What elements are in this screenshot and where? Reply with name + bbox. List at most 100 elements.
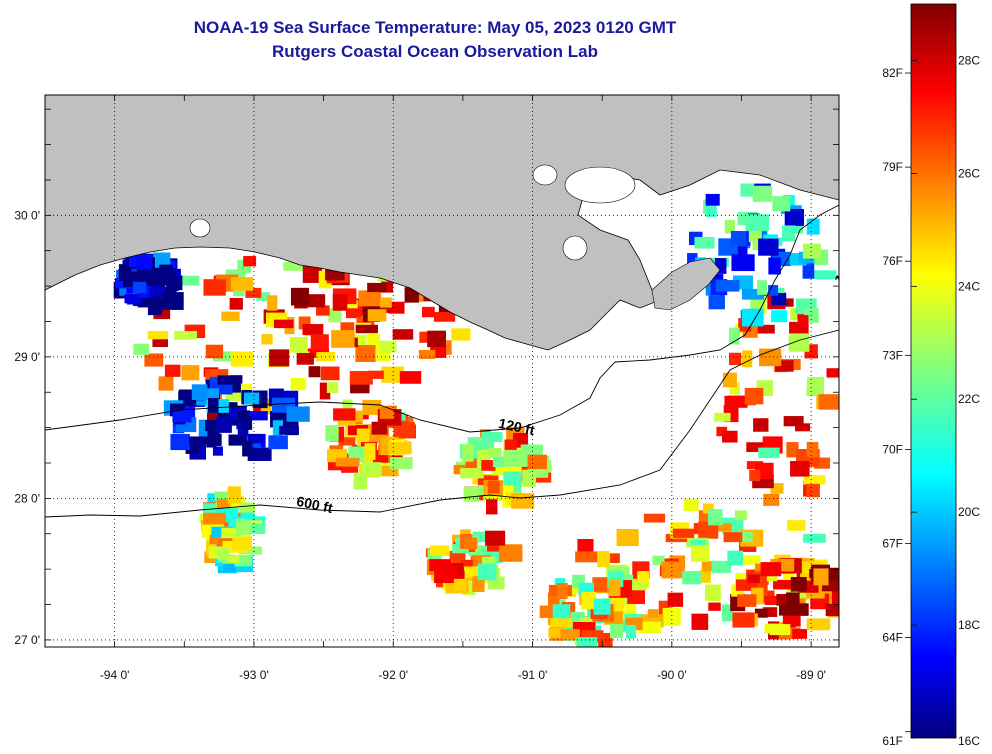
sst-patch xyxy=(698,521,719,539)
sst-patch xyxy=(333,408,356,421)
sst-patch xyxy=(319,382,331,400)
sst-patch xyxy=(216,416,232,433)
sst-patch xyxy=(552,604,571,621)
sst-patch xyxy=(803,475,826,485)
lon-tick-label: -92 0' xyxy=(378,668,408,682)
sst-patch xyxy=(690,545,710,562)
sst-patch xyxy=(487,480,500,494)
sst-patch xyxy=(729,327,740,345)
sst-patch xyxy=(472,576,485,592)
sst-patch xyxy=(207,397,219,413)
sst-patch xyxy=(705,584,721,602)
sst-patch xyxy=(261,334,273,345)
sst-patch xyxy=(609,623,624,639)
sst-patch xyxy=(212,446,223,456)
sst-patch xyxy=(699,569,711,583)
sst-patch xyxy=(449,570,465,581)
lat-tick-label: 28 0' xyxy=(14,491,40,505)
lon-tick-label: -94 0' xyxy=(100,668,130,682)
sst-patch xyxy=(325,425,339,442)
sst-patch xyxy=(340,322,355,333)
sst-patch xyxy=(332,294,348,311)
sst-patch xyxy=(806,377,824,395)
sst-patch xyxy=(714,412,731,422)
sst-patch xyxy=(539,605,556,618)
sst-patch xyxy=(825,603,839,617)
sst-patch xyxy=(205,419,221,432)
sst-patch xyxy=(730,246,748,255)
sst-patch xyxy=(592,577,608,592)
sst-patch xyxy=(789,321,809,334)
sst-patch xyxy=(355,324,378,334)
sst-patch xyxy=(242,523,265,533)
sst-patch xyxy=(337,417,356,426)
sst-patch xyxy=(826,368,839,378)
sst-patch xyxy=(147,297,163,316)
sst-patch xyxy=(527,454,547,470)
sst-patch xyxy=(694,236,715,249)
sst-patch xyxy=(135,255,152,270)
fahrenheit-label: 73F xyxy=(882,348,903,362)
bay-lake-2 xyxy=(532,164,558,186)
sst-patch xyxy=(782,613,801,627)
fahrenheit-label: 61F xyxy=(882,734,903,748)
sst-patch xyxy=(577,538,594,554)
sst-patch xyxy=(248,411,268,421)
sst-patch xyxy=(764,595,778,606)
sst-patch xyxy=(740,183,754,197)
sst-patch xyxy=(242,440,253,457)
bathymetry-600ft xyxy=(45,329,839,518)
sst-patch xyxy=(389,457,413,470)
sst-patch xyxy=(159,264,173,274)
sst-patch xyxy=(831,589,839,607)
sst-patch xyxy=(256,292,270,301)
sst-patch xyxy=(624,604,637,618)
river-delta-lobe xyxy=(651,257,721,311)
sst-patch xyxy=(723,532,743,543)
sst-patch xyxy=(236,519,252,536)
sst-patch xyxy=(597,551,610,568)
lon-tick-label: -91 0' xyxy=(518,668,548,682)
sst-patch xyxy=(316,305,330,316)
sst-patch xyxy=(164,364,181,377)
sst-patch xyxy=(802,243,822,259)
sst-patch xyxy=(662,607,681,626)
sst-patch xyxy=(813,270,837,280)
sst-patch xyxy=(463,486,480,502)
sst-patch xyxy=(209,534,222,545)
sst-patch xyxy=(379,340,397,353)
sst-patch xyxy=(358,410,369,420)
sst-patch xyxy=(576,637,598,647)
sst-patch xyxy=(189,436,207,445)
celsius-label: 20C xyxy=(958,505,980,519)
sst-patch xyxy=(460,468,484,479)
sst-patch xyxy=(481,556,497,569)
sst-patch xyxy=(430,545,450,556)
fahrenheit-label: 70F xyxy=(882,442,903,456)
sst-patch xyxy=(724,219,735,234)
sst-patch xyxy=(462,443,474,462)
sst-patch xyxy=(768,285,779,296)
sst-patch xyxy=(690,540,706,550)
bay-lake xyxy=(564,166,636,204)
sst-patch xyxy=(806,618,831,631)
sst-patch xyxy=(367,309,387,322)
sst-patch xyxy=(716,426,728,437)
sst-patch xyxy=(771,293,787,306)
sst-patch xyxy=(290,377,306,391)
sst-patch xyxy=(388,442,412,455)
sst-patch xyxy=(338,437,356,446)
sst-patch xyxy=(374,465,399,477)
sst-patch xyxy=(731,254,755,272)
sst-patch xyxy=(806,483,820,498)
sst-patch xyxy=(798,603,809,616)
sst-patch xyxy=(451,328,471,341)
sst-patch xyxy=(752,240,763,251)
sst-patch xyxy=(170,433,190,451)
sst-patch xyxy=(133,343,150,355)
sst-patch xyxy=(205,344,224,359)
land-mass xyxy=(45,95,839,351)
sst-patch xyxy=(547,592,560,607)
sst-patch xyxy=(772,196,791,212)
sst-patch xyxy=(743,555,761,565)
